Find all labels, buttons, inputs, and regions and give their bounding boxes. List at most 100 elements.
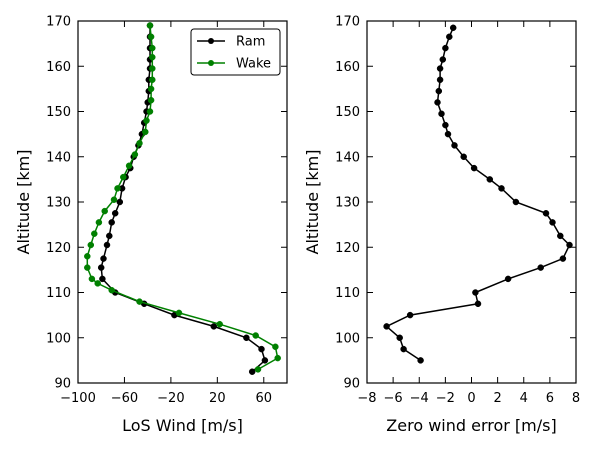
data-point-wake xyxy=(147,33,155,41)
data-point-1 xyxy=(434,99,441,106)
data-point-wake xyxy=(120,173,127,181)
data-point-1 xyxy=(435,87,443,95)
data-point-1 xyxy=(444,130,452,138)
data-point-ram xyxy=(210,323,218,330)
data-point-wake xyxy=(254,366,262,373)
data-point-1 xyxy=(486,176,494,183)
data-point-wake xyxy=(87,241,95,249)
legend: Ram Wake xyxy=(190,28,281,76)
x-tick-label: 8 xyxy=(572,391,580,406)
data-point-ram xyxy=(243,334,250,342)
data-point-1 xyxy=(557,232,564,240)
legend-label-wake: Wake xyxy=(236,57,271,72)
data-point-1 xyxy=(436,76,444,84)
data-point-1 xyxy=(451,142,458,149)
y-axis-label: Altitude [km] xyxy=(303,150,322,255)
y-tick-label: 120 xyxy=(335,241,360,256)
data-point-ram xyxy=(108,219,115,226)
data-point-1 xyxy=(542,210,550,217)
y-tick-label: 150 xyxy=(46,105,71,120)
data-point-ram xyxy=(100,255,107,262)
data-point-wake xyxy=(146,22,154,29)
y-tick-label: 110 xyxy=(335,286,360,301)
data-point-wake xyxy=(216,320,223,328)
data-point-wake xyxy=(88,275,96,283)
legend-marker xyxy=(208,60,214,66)
data-point-ram xyxy=(261,357,269,364)
x-tick-label: 6 xyxy=(546,391,554,406)
y-tick-label: 130 xyxy=(335,196,360,211)
y-tick-label: 110 xyxy=(46,286,71,301)
y-tick-label: 170 xyxy=(335,15,360,30)
data-point-1 xyxy=(442,121,449,129)
data-point-1 xyxy=(474,300,482,308)
x-tick-label: −4 xyxy=(410,391,429,406)
data-point-1 xyxy=(566,241,573,249)
x-tick-label: −8 xyxy=(357,391,376,406)
data-point-wake xyxy=(125,162,133,170)
data-point-wake xyxy=(149,76,156,84)
data-point-wake xyxy=(274,354,281,362)
data-point-wake xyxy=(149,44,156,52)
y-tick-label: 170 xyxy=(46,15,71,30)
data-point-wake xyxy=(131,151,139,158)
data-point-wake xyxy=(114,185,121,192)
data-point-1 xyxy=(460,153,467,161)
data-point-wake xyxy=(84,253,91,260)
data-point-wake xyxy=(149,53,156,61)
x-tick-label: 20 xyxy=(209,391,226,406)
data-point-wake xyxy=(94,280,101,287)
data-point-1 xyxy=(559,255,567,262)
data-point-wake xyxy=(136,139,143,147)
x-tick-label: 4 xyxy=(520,391,528,406)
chart-panel-2: −8 −6 −4 −2 0 2 4 6 8 90 100 110 120 130 140 150 160 170 Z… xyxy=(303,15,580,436)
data-point-1 xyxy=(498,185,505,192)
legend-label-ram: Ram xyxy=(236,35,265,50)
data-point-wake xyxy=(95,219,103,226)
y-tick-label: 130 xyxy=(46,196,71,211)
x-axis-label: LoS Wind [m/s] xyxy=(122,416,243,435)
x-tick-label: −20 xyxy=(157,391,184,406)
x-tick-label: −100 xyxy=(60,391,96,406)
data-point-wake xyxy=(84,264,91,271)
plot-frame xyxy=(77,20,288,384)
x-tick-label: 0 xyxy=(467,391,475,406)
y-tick-label: 100 xyxy=(46,331,71,346)
data-point-1 xyxy=(549,219,556,226)
data-point-1 xyxy=(470,164,478,172)
data-point-ram xyxy=(258,345,265,353)
data-point-wake xyxy=(136,298,143,305)
y-tick-label: 90 xyxy=(54,377,71,392)
y-tick-label: 120 xyxy=(46,241,71,256)
data-point-1 xyxy=(504,275,512,283)
x-tick-label: 2 xyxy=(493,391,501,406)
data-point-1 xyxy=(400,345,407,353)
data-point-1 xyxy=(396,334,403,342)
data-point-1 xyxy=(417,357,424,364)
y-axis-label: Altitude [km] xyxy=(14,150,33,255)
x-tick-label: −6 xyxy=(384,391,403,406)
data-point-wake xyxy=(147,85,155,93)
x-tick-label: −2 xyxy=(436,391,455,406)
data-point-ram xyxy=(103,241,111,249)
data-point-1 xyxy=(442,44,449,52)
data-point-ram xyxy=(106,232,113,240)
data-point-1 xyxy=(446,33,453,41)
y-tick-label: 140 xyxy=(46,150,71,165)
data-point-wake xyxy=(142,128,149,136)
data-point-wake xyxy=(272,343,279,351)
data-point-wake xyxy=(149,65,156,72)
data-point-1 xyxy=(472,289,479,296)
data-point-wake xyxy=(108,286,115,294)
data-point-wake xyxy=(252,332,259,339)
data-point-wake xyxy=(147,96,155,104)
data-point-1 xyxy=(449,24,457,32)
y-tick-label: 90 xyxy=(343,377,360,392)
data-point-1 xyxy=(436,65,444,72)
data-point-1 xyxy=(406,311,414,319)
data-point-ram xyxy=(111,210,119,217)
x-tick-label: −60 xyxy=(111,391,138,406)
data-point-ram xyxy=(97,264,105,271)
